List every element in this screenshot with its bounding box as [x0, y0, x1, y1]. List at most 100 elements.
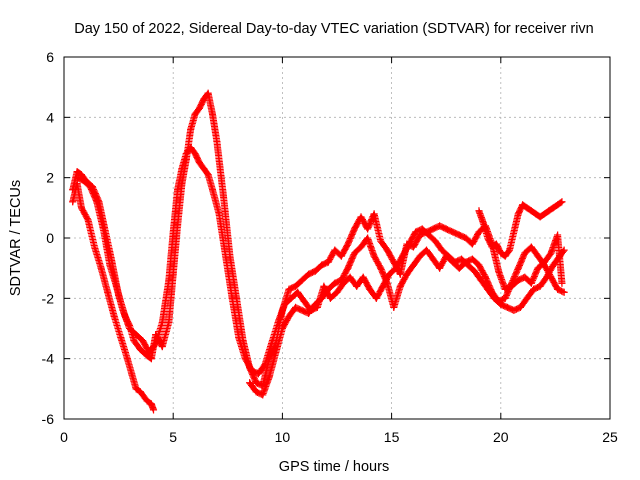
data-point	[364, 234, 372, 242]
data-point	[497, 249, 505, 257]
data-point	[246, 379, 254, 387]
data-point	[200, 165, 208, 173]
data-point	[471, 267, 479, 275]
data-point	[475, 207, 483, 215]
data-point	[182, 150, 190, 158]
data-point	[298, 276, 306, 284]
data-point	[377, 264, 385, 272]
data-point	[523, 294, 531, 302]
data-point	[423, 246, 431, 254]
data-point	[331, 279, 339, 287]
data-point	[403, 270, 411, 278]
data-point	[501, 252, 509, 260]
data-point	[73, 168, 81, 176]
data-point	[298, 306, 306, 314]
data-point	[495, 267, 503, 275]
data-point	[187, 125, 195, 133]
data-point	[547, 273, 555, 281]
data-point	[344, 240, 352, 248]
data-point	[200, 95, 208, 103]
data-point	[396, 270, 404, 278]
data-point	[503, 303, 511, 311]
data-point	[209, 186, 217, 194]
data-point	[350, 249, 358, 257]
y-axis-label: SDTVAR / TECUs	[8, 180, 24, 296]
data-point	[281, 300, 289, 308]
data-point	[191, 110, 199, 118]
data-point	[556, 252, 564, 260]
data-point	[549, 261, 557, 269]
data-point	[429, 225, 437, 233]
data-point	[475, 228, 483, 236]
data-point	[390, 258, 398, 266]
y-tick-label: -6	[42, 411, 55, 427]
data-point	[549, 204, 557, 212]
data-point	[174, 186, 182, 194]
data-point	[418, 225, 426, 233]
data-point	[259, 391, 267, 399]
data-point	[97, 264, 105, 272]
series-markers	[69, 180, 157, 414]
data-point	[396, 282, 404, 290]
data-point	[106, 261, 114, 269]
data-point	[350, 225, 358, 233]
y-tick-label: -2	[42, 290, 55, 306]
data-point	[506, 246, 514, 254]
data-point	[222, 252, 230, 260]
data-point	[158, 343, 166, 351]
tick-layer: 0 5 10 15 20 25 -6 -4 -2 0 2 4 6	[42, 49, 618, 445]
data-point	[482, 273, 490, 281]
data-point	[492, 240, 500, 248]
x-tick-label: 25	[602, 429, 618, 445]
data-point	[385, 270, 393, 278]
data-point	[235, 334, 243, 342]
data-point	[123, 355, 131, 363]
data-point	[300, 297, 308, 305]
data-point	[320, 282, 328, 290]
data-point	[287, 294, 295, 302]
data-point	[370, 252, 378, 260]
data-layer	[69, 89, 568, 414]
data-point	[252, 388, 260, 396]
data-point	[516, 303, 524, 311]
data-point	[272, 349, 280, 357]
data-point	[267, 340, 275, 348]
data-point	[442, 252, 450, 260]
data-point	[536, 282, 544, 290]
data-point	[425, 231, 433, 239]
y-tick-label: 6	[46, 49, 54, 65]
data-point	[337, 276, 345, 284]
data-point	[449, 228, 457, 236]
data-point	[475, 261, 483, 269]
data-point	[536, 213, 544, 221]
data-point	[112, 282, 120, 290]
y-tick-label: 4	[46, 109, 54, 125]
data-point	[438, 246, 446, 254]
data-point	[132, 385, 140, 393]
data-point	[484, 234, 492, 242]
data-point	[324, 258, 332, 266]
data-point	[292, 282, 300, 290]
data-point	[527, 279, 535, 287]
data-point	[104, 288, 112, 296]
data-point	[110, 312, 118, 320]
data-point	[248, 367, 256, 375]
data-point	[147, 355, 155, 363]
data-point	[86, 183, 94, 191]
x-tick-label: 10	[275, 429, 291, 445]
data-point	[383, 246, 391, 254]
data-point	[132, 331, 140, 339]
data-point	[136, 346, 144, 354]
data-point	[488, 243, 496, 251]
data-point	[209, 110, 217, 118]
data-point	[150, 406, 158, 414]
y-tick-label: 2	[46, 170, 54, 186]
data-point	[344, 264, 352, 272]
data-point	[318, 261, 326, 269]
data-point	[215, 210, 223, 218]
data-point	[530, 285, 538, 293]
data-point	[521, 273, 529, 281]
data-point	[431, 237, 439, 245]
data-point	[326, 294, 334, 302]
data-point	[169, 228, 177, 236]
